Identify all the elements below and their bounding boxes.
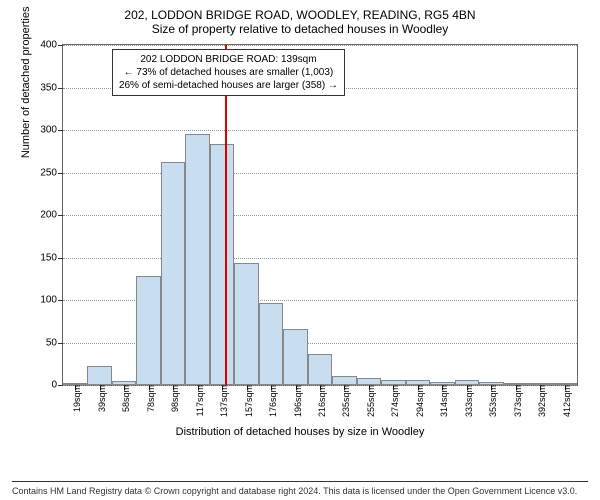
plot-region: 05010015020025030035040019sqm39sqm58sqm7… xyxy=(62,44,578,386)
xtick-label: 235sqm xyxy=(341,385,351,417)
ytick-label: 100 xyxy=(40,295,63,306)
x-axis-label: Distribution of detached houses by size … xyxy=(12,426,588,438)
xtick-label: 314sqm xyxy=(439,385,449,417)
xtick-label: 412sqm xyxy=(562,385,572,417)
chart-container: 202, LODDON BRIDGE ROAD, WOODLEY, READIN… xyxy=(0,0,600,500)
ytick-label: 50 xyxy=(46,337,63,348)
xtick-label: 98sqm xyxy=(170,385,180,412)
histogram-bar xyxy=(136,276,160,385)
xtick-label: 137sqm xyxy=(219,385,229,417)
chart-area: Number of detached properties 0501001502… xyxy=(62,44,578,424)
ytick-label: 300 xyxy=(40,125,63,136)
gridline xyxy=(63,215,577,216)
ytick-label: 150 xyxy=(40,252,63,263)
title-main: 202, LODDON BRIDGE ROAD, WOODLEY, READIN… xyxy=(12,8,588,22)
xtick-label: 157sqm xyxy=(244,385,254,417)
histogram-bar xyxy=(357,378,381,385)
histogram-bar xyxy=(185,134,209,385)
xtick-label: 58sqm xyxy=(121,385,131,412)
annotation-box: 202 LODDON BRIDGE ROAD: 139sqm← 73% of d… xyxy=(112,49,345,96)
title-sub: Size of property relative to detached ho… xyxy=(12,22,588,36)
xtick-label: 117sqm xyxy=(195,385,205,416)
histogram-bar xyxy=(210,144,234,385)
annotation-line: 26% of semi-detached houses are larger (… xyxy=(119,79,338,92)
histogram-bar xyxy=(161,162,185,385)
xtick-label: 373sqm xyxy=(513,385,523,417)
gridline xyxy=(63,45,577,46)
histogram-bar xyxy=(87,366,111,385)
histogram-bar xyxy=(308,354,332,385)
ytick-label: 400 xyxy=(40,40,63,51)
xtick-label: 78sqm xyxy=(146,385,156,412)
histogram-bar xyxy=(234,263,258,385)
xtick-label: 274sqm xyxy=(390,385,400,417)
gridline xyxy=(63,130,577,131)
gridline xyxy=(63,258,577,259)
gridline xyxy=(63,173,577,174)
xtick-label: 176sqm xyxy=(268,385,278,417)
histogram-bar xyxy=(332,376,356,385)
ytick-label: 0 xyxy=(51,380,63,391)
annotation-line: ← 73% of detached houses are smaller (1,… xyxy=(119,66,338,79)
xtick-label: 216sqm xyxy=(317,385,327,417)
annotation-line: 202 LODDON BRIDGE ROAD: 139sqm xyxy=(119,53,338,66)
ytick-label: 200 xyxy=(40,210,63,221)
histogram-bar xyxy=(283,329,307,385)
xtick-label: 255sqm xyxy=(366,385,376,417)
ytick-label: 250 xyxy=(40,167,63,178)
y-axis-label: Number of detached properties xyxy=(20,7,32,159)
xtick-label: 353sqm xyxy=(488,385,498,417)
histogram-bar xyxy=(259,303,283,385)
xtick-label: 196sqm xyxy=(293,385,303,417)
ytick-label: 350 xyxy=(40,82,63,93)
xtick-label: 39sqm xyxy=(97,385,107,412)
xtick-label: 392sqm xyxy=(537,385,547,417)
footer-attribution: Contains HM Land Registry data © Crown c… xyxy=(12,481,588,496)
xtick-label: 19sqm xyxy=(72,385,82,412)
xtick-label: 333sqm xyxy=(464,385,474,417)
xtick-label: 294sqm xyxy=(415,385,425,417)
